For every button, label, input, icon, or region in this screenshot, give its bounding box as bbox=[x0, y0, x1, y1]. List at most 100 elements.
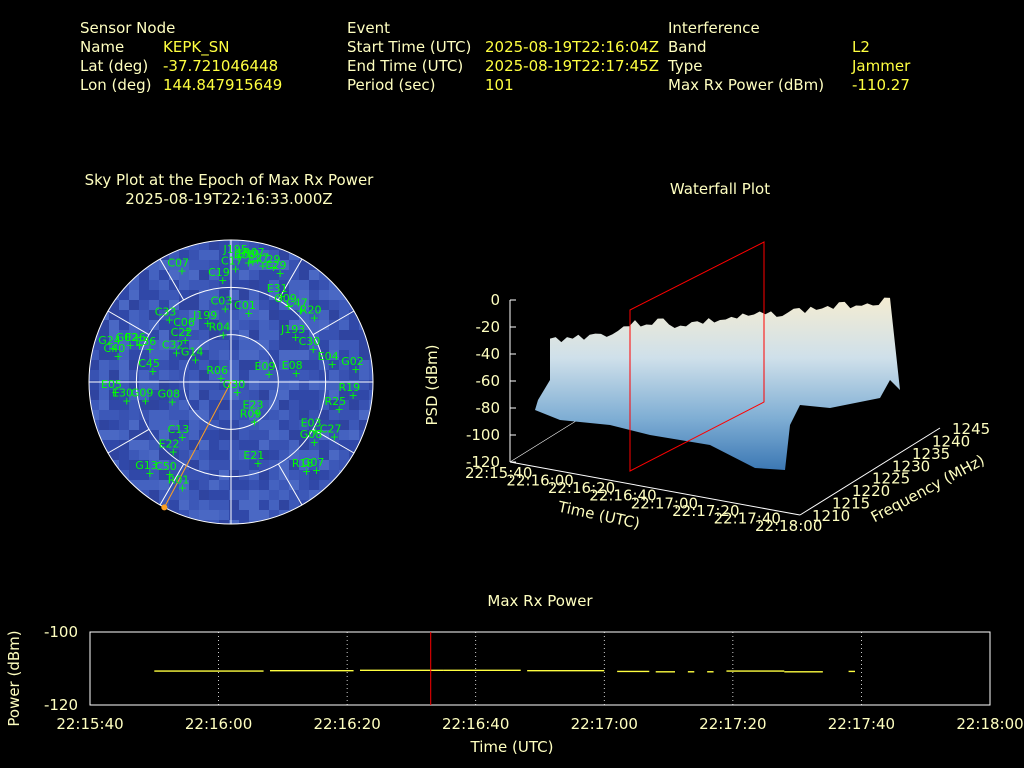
sky-tile bbox=[259, 370, 269, 380]
power-x-tick-label: 22:18:00 bbox=[956, 715, 1023, 733]
sky-tile bbox=[189, 340, 199, 350]
sky-tile bbox=[219, 350, 229, 360]
satellite-label: C33 bbox=[155, 306, 177, 319]
sky-tile bbox=[189, 330, 199, 340]
sky-tile bbox=[159, 270, 169, 280]
interference-power-value: -110.27 bbox=[852, 76, 910, 94]
sky-tile bbox=[369, 270, 373, 280]
sensor-name-value: KEPK_SN bbox=[163, 38, 230, 56]
sky-tile bbox=[199, 250, 209, 260]
sky-tile bbox=[149, 320, 159, 330]
sky-tile bbox=[359, 360, 369, 370]
waterfall-plot: 0-20-40-60-80-100-12022:15:4022:16:0022:… bbox=[423, 241, 990, 535]
sky-tile bbox=[259, 320, 269, 330]
power-x-tick-label: 22:17:40 bbox=[828, 715, 895, 733]
satellite-marker: + bbox=[312, 464, 321, 477]
satellite-marker: + bbox=[276, 267, 285, 280]
power-x-tick-label: 22:16:20 bbox=[313, 715, 380, 733]
sky-tile bbox=[169, 420, 179, 430]
sky-tile bbox=[209, 350, 219, 360]
sky-tile bbox=[199, 370, 209, 380]
sky-tile bbox=[249, 510, 259, 520]
sky-tile bbox=[339, 480, 349, 490]
waterfall-freq-tick-label: 1245 bbox=[952, 420, 990, 438]
sky-tile bbox=[149, 270, 159, 280]
satellite-marker: + bbox=[216, 372, 225, 385]
sky-tile bbox=[319, 480, 329, 490]
sky-tile bbox=[309, 360, 319, 370]
sky-tile bbox=[89, 500, 99, 510]
sky-tile bbox=[159, 290, 169, 300]
satellite-marker: + bbox=[145, 467, 154, 480]
satellite-label: C03 bbox=[211, 294, 233, 307]
sky-tile bbox=[269, 510, 279, 520]
sky-tile bbox=[239, 310, 249, 320]
sky-tile bbox=[299, 260, 309, 270]
sky-tile bbox=[189, 500, 199, 510]
satellite-label: G02 bbox=[341, 355, 364, 368]
sky-tile bbox=[329, 420, 339, 430]
event-period-label: Period (sec) bbox=[347, 76, 436, 94]
sky-tile bbox=[329, 300, 339, 310]
sky-tile bbox=[339, 340, 349, 350]
sky-tile bbox=[269, 390, 279, 400]
sky-tile bbox=[369, 500, 373, 510]
sky-tile bbox=[339, 260, 349, 270]
sky-tile bbox=[369, 370, 373, 380]
sky-tile bbox=[239, 320, 249, 330]
sky-tile bbox=[249, 360, 259, 370]
sky-tile bbox=[309, 280, 319, 290]
satellite-marker: + bbox=[292, 367, 301, 380]
sky-tile bbox=[109, 440, 119, 450]
sky-tile bbox=[109, 390, 119, 400]
sky-tile bbox=[199, 330, 209, 340]
sky-tile bbox=[89, 260, 99, 270]
satellite-label: E22 bbox=[159, 438, 180, 451]
sky-tile bbox=[329, 260, 339, 270]
sky-tile bbox=[299, 350, 309, 360]
sky-tile bbox=[229, 380, 239, 390]
sky-tile bbox=[279, 400, 289, 410]
sky-tile bbox=[339, 430, 349, 440]
sky-tile bbox=[119, 320, 129, 330]
sky-tile bbox=[349, 330, 359, 340]
sky-tile bbox=[169, 260, 179, 270]
sky-tile bbox=[219, 410, 229, 420]
sky-tile bbox=[279, 440, 289, 450]
sky-tile bbox=[109, 240, 119, 250]
sky-tile bbox=[169, 310, 179, 320]
sky-tile bbox=[359, 310, 369, 320]
sky-tile bbox=[249, 340, 259, 350]
sky-tile bbox=[199, 280, 209, 290]
satellite-label: C50 bbox=[155, 460, 177, 473]
sky-tile bbox=[219, 250, 229, 260]
sky-tile bbox=[129, 470, 139, 480]
sky-tile bbox=[369, 480, 373, 490]
sky-tile bbox=[169, 380, 179, 390]
sky-tile bbox=[359, 500, 369, 510]
satellite-marker: + bbox=[203, 317, 212, 330]
sky-tile bbox=[369, 430, 373, 440]
sky-tile bbox=[229, 280, 239, 290]
satellite-label: R19 bbox=[338, 381, 360, 394]
satellite-label: E03 bbox=[301, 416, 322, 429]
sky-tile bbox=[269, 340, 279, 350]
sky-tile bbox=[139, 500, 149, 510]
sky-tile bbox=[329, 240, 339, 250]
sky-tile bbox=[209, 330, 219, 340]
sky-tile bbox=[99, 350, 109, 360]
sky-tile bbox=[109, 350, 119, 360]
sky-tile bbox=[299, 330, 309, 340]
sky-tile bbox=[179, 450, 189, 460]
sky-tile bbox=[239, 480, 249, 490]
sky-tile bbox=[299, 440, 309, 450]
satellite-marker: + bbox=[311, 424, 320, 437]
satellite-label: E21 bbox=[243, 449, 264, 462]
sky-tile bbox=[339, 330, 349, 340]
sky-tile bbox=[229, 350, 239, 360]
sky-tile bbox=[189, 270, 199, 280]
sky-tile bbox=[309, 440, 319, 450]
sky-tile bbox=[349, 400, 359, 410]
sky-tile bbox=[309, 270, 319, 280]
sky-tile bbox=[229, 490, 239, 500]
